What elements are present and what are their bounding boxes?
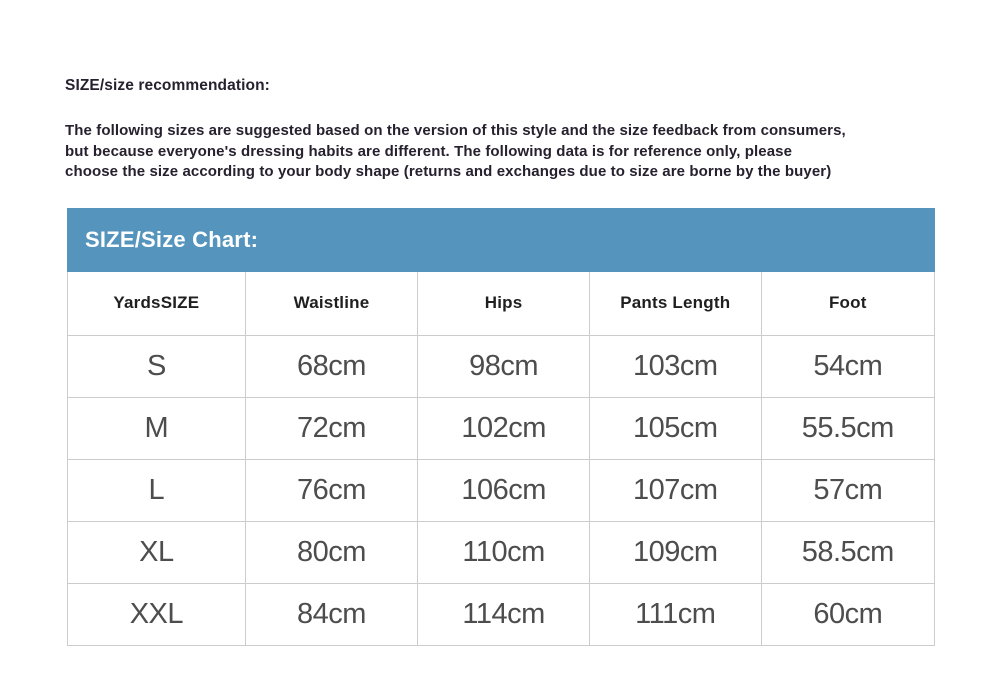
- cell-hips: 110cm: [417, 520, 590, 584]
- column-header-yards-size: YardsSIZE: [67, 272, 246, 336]
- cell-waistline: 76cm: [244, 458, 419, 522]
- cell-foot: 60cm: [760, 582, 936, 646]
- size-chart-banner-title: SIZE/Size Chart:: [85, 227, 259, 252]
- paragraph-line-2: but because everyone's dressing habits a…: [65, 142, 793, 160]
- cell-size-label: XL: [67, 520, 246, 584]
- table-row-xxl: XXL 84cm 114cm 111cm 60cm: [67, 582, 936, 646]
- cell-pants-length: 107cm: [588, 458, 762, 522]
- cell-hips: 98cm: [417, 334, 590, 398]
- table-row-xl: XL 80cm 110cm 109cm 58.5cm: [67, 520, 936, 584]
- cell-pants-length: 111cm: [588, 582, 762, 646]
- cell-hips: 114cm: [417, 582, 590, 646]
- cell-size-label: L: [67, 458, 246, 522]
- size-recommendation-paragraph: The following sizes are suggested based …: [65, 121, 945, 183]
- cell-size-label: XXL: [67, 582, 246, 646]
- table-header-row: YardsSIZE Waistline Hips Pants Length Fo…: [67, 272, 936, 336]
- column-header-pants-length: Pants Length: [588, 272, 762, 336]
- table-row-l: L 76cm 106cm 107cm 57cm: [67, 458, 936, 522]
- paragraph-line-1: The following sizes are suggested based …: [65, 122, 846, 139]
- cell-pants-length: 103cm: [588, 334, 762, 398]
- table-row-m: M 72cm 102cm 105cm 55.5cm: [67, 396, 936, 460]
- cell-hips: 102cm: [417, 396, 590, 460]
- cell-pants-length: 109cm: [588, 520, 762, 584]
- cell-waistline: 68cm: [244, 334, 419, 398]
- column-header-foot: Foot: [760, 272, 936, 336]
- cell-size-label: M: [67, 396, 246, 460]
- size-recommendation-heading: SIZE/size recommendation:: [65, 77, 270, 94]
- paragraph-line-3: choose the size according to your body s…: [65, 163, 832, 180]
- cell-hips: 106cm: [417, 458, 590, 522]
- cell-waistline: 84cm: [244, 582, 419, 646]
- cell-size-label: S: [67, 334, 246, 398]
- cell-foot: 55.5cm: [760, 396, 936, 460]
- cell-foot: 58.5cm: [760, 520, 936, 584]
- cell-waistline: 80cm: [244, 520, 419, 584]
- column-header-waistline: Waistline: [244, 272, 419, 336]
- column-header-hips: Hips: [417, 272, 590, 336]
- size-chart-table: YardsSIZE Waistline Hips Pants Length Fo…: [67, 272, 936, 646]
- cell-pants-length: 105cm: [588, 396, 762, 460]
- table-row-s: S 68cm 98cm 103cm 54cm: [67, 334, 936, 398]
- size-chart-banner: SIZE/Size Chart:: [67, 208, 935, 272]
- cell-foot: 57cm: [760, 458, 936, 522]
- cell-foot: 54cm: [760, 334, 936, 398]
- cell-waistline: 72cm: [244, 396, 419, 460]
